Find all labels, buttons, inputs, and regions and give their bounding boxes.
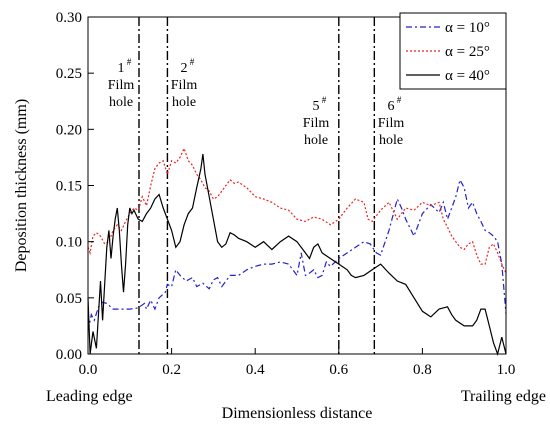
x-axis-label: Dimensionless distance (222, 405, 373, 422)
x-tick-label: 0.6 (329, 362, 348, 378)
film-hole-superscript: # (190, 57, 195, 67)
x-tick-label: 0.0 (79, 362, 98, 378)
y-tick-label: 0.30 (56, 10, 82, 26)
x-tick-label: 0.8 (413, 362, 432, 378)
film-hole-label: hole (304, 133, 328, 148)
x-tick-label: 0.4 (246, 362, 265, 378)
film-hole-annotation: 6 # Film hole (378, 95, 405, 148)
film-hole-label: Film (378, 116, 405, 131)
x-tick-label: 0.2 (162, 362, 181, 378)
x-tick-label: 1.0 (497, 362, 516, 378)
film-hole-label: Film (303, 116, 330, 131)
y-tick-label: 0.25 (56, 66, 82, 82)
y-tick-label: 0.15 (56, 179, 82, 195)
film-hole-annotation: 5 # Film hole (303, 95, 330, 148)
film-hole-annotation: 1 # Film hole (108, 57, 135, 110)
legend-label: α = 40° (445, 68, 490, 84)
leading-edge-label: Leading edge (46, 388, 133, 405)
film-hole-number: 6 (388, 99, 395, 114)
film-hole-annotation: 2 # Film hole (171, 57, 198, 110)
trailing-edge-label: Trailing edge (461, 388, 546, 405)
legend-box (399, 12, 507, 90)
y-axis-label: Deposition thickness (mm) (13, 99, 30, 272)
film-hole-superscript: # (397, 95, 402, 105)
film-hole-number: 1 (118, 61, 125, 76)
film-hole-label: hole (379, 133, 403, 148)
y-tick-label: 0.00 (56, 347, 82, 363)
film-hole-number: 5 (313, 99, 320, 114)
y-tick-label: 0.20 (56, 122, 82, 138)
y-tick-label: 0.10 (56, 235, 82, 251)
legend: α = 10° α = 25° α = 40° (399, 12, 507, 90)
series-line (87, 146, 507, 274)
legend-label: α = 10° (445, 20, 490, 36)
film-hole-lines (138, 17, 376, 354)
series-line (87, 178, 507, 332)
film-hole-label: hole (172, 95, 196, 110)
legend-label: α = 25° (445, 44, 490, 60)
series-layer (87, 146, 507, 357)
axis-ticks: 0.0 0.2 0.4 0.6 0.8 1.0 0.00 0.05 0.10 0.15 0.20 0.… (56, 10, 516, 378)
film-hole-label: Film (171, 78, 198, 93)
y-tick-label: 0.05 (56, 291, 82, 307)
film-hole-number: 2 (181, 61, 188, 76)
film-hole-label: Film (108, 78, 135, 93)
film-hole-label: hole (109, 95, 133, 110)
film-hole-superscript: # (127, 57, 132, 67)
series-line (87, 153, 507, 357)
film-hole-superscript: # (322, 95, 327, 105)
